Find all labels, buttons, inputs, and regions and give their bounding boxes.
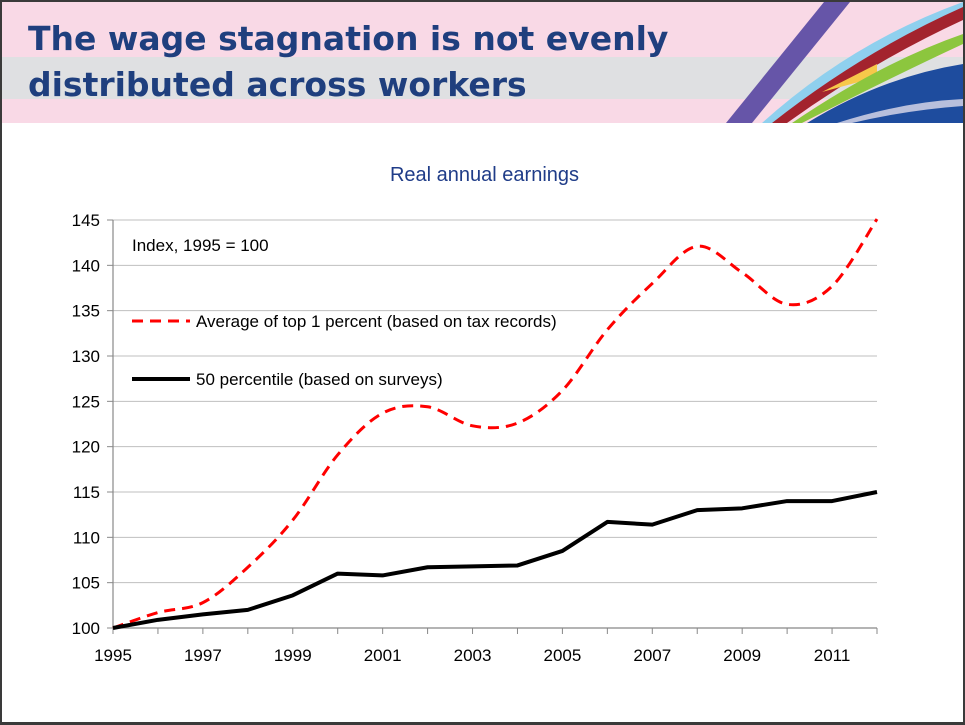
y-tick-label: 110 (73, 528, 100, 547)
x-tick-label: 1995 (94, 646, 132, 665)
header-decoration-graphic (726, 2, 963, 123)
title-line-2: distributed across workers (28, 65, 527, 104)
x-tick-label: 2003 (454, 646, 492, 665)
series-line-50-percentile (112, 490, 878, 630)
x-tick-label: 1999 (274, 646, 312, 665)
series-line-top1-percent (112, 218, 879, 630)
index-annotation: Index, 1995 = 100 (132, 236, 269, 255)
y-tick-label: 125 (72, 392, 100, 411)
y-tick-label: 120 (72, 438, 100, 457)
y-tick-label: 135 (72, 302, 100, 321)
legend-label-median: 50 percentile (based on surveys) (196, 370, 443, 389)
x-tick-label: 2007 (633, 646, 671, 665)
slide-header: The wage stagnation is not evenly distri… (2, 2, 963, 123)
chart-title: Real annual earnings (389, 164, 580, 186)
legend-label-top1: Average of top 1 percent (based on tax r… (196, 312, 557, 331)
x-tick-label: 1997 (184, 646, 222, 665)
title-line-1: The wage stagnation is not evenly (28, 19, 669, 58)
slide-title: The wage stagnation is not evenly distri… (28, 16, 668, 108)
y-tick-label: 115 (73, 483, 100, 502)
x-tick-label: 2001 (364, 646, 402, 665)
y-tick-label: 130 (72, 347, 100, 366)
y-tick-label: 100 (72, 619, 100, 638)
x-tick-label: 2011 (814, 646, 851, 665)
y-tick-label: 145 (72, 211, 100, 230)
x-tick-label: 2005 (543, 646, 581, 665)
y-tick-label: 140 (72, 256, 100, 275)
y-tick-label: 105 (72, 574, 100, 593)
x-tick-label: 2009 (723, 646, 761, 665)
